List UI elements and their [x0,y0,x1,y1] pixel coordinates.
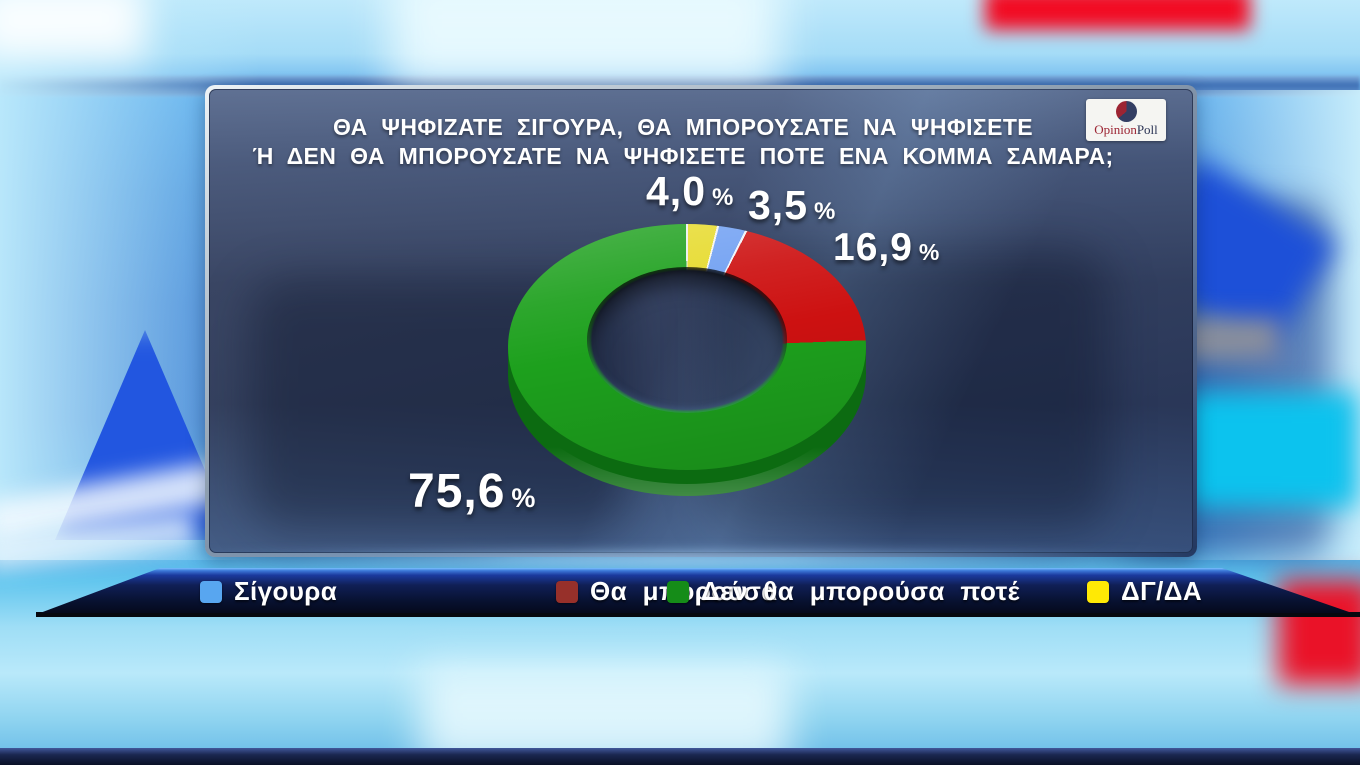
background-white-blob-topcenter [390,0,780,90]
donut-top-face [508,224,866,470]
donut-chart [508,224,866,496]
legend-glow [130,549,1240,571]
legend-swatch-blue [200,580,222,603]
chart-value-label-tha-mporousa: 16,9% [833,226,940,269]
legend-bar-shadow-line [36,612,1360,617]
chart-title-line1: ΘΑ ΨΗΦΙΖΑΤΕ ΣΙΓΟΥΡΑ, ΘΑ ΜΠΟΡΟΥΣΑΤΕ ΝΑ ΨΗ… [332,114,1034,140]
chart-value-label-sigoura: 3,5% [748,182,836,228]
chart-title: ΘΑ ΨΗΦΙΖΑΤΕ ΣΙΓΟΥΡΑ, ΘΑ ΜΠΟΡΟΥΣΑΤΕ ΝΑ ΨΗ… [231,113,1135,171]
legend-item-den-tha-mporousa: Δεν θα μπορούσα ποτέ [667,576,1020,607]
chart-value-label-dgda: 4,0% [646,168,734,214]
opinionpoll-logo-text: OpinionPoll [1094,122,1158,137]
chart-title-line2: Ή ΔΕΝ ΘΑ ΜΠΟΡΟΥΣΑΤΕ ΝΑ ΨΗΦΙΣΕΤΕ ΠΟΤΕ ΕΝΑ… [252,143,1114,169]
background-red-strip-top [985,0,1250,30]
opinionpoll-logo: OpinionPoll [1086,99,1166,141]
legend-item-sigoura: Σίγουρα [200,576,337,607]
legend-bar: Σίγουρα Θα μπορούσα Δεν θα μπορούσα ποτέ… [40,568,1352,613]
legend-item-dgda: ΔΓ/ΔΑ [1087,576,1202,607]
bottom-navy-strip [0,748,1360,765]
opinionpoll-pie-icon [1115,101,1137,122]
legend-swatch-red [556,580,578,603]
legend-swatch-yellow [1087,580,1109,603]
donut-hole-inner-wall [587,267,787,413]
background-cyan-blob-right [1182,392,1357,507]
chart-value-label-den-tha-mporousa: 75,6% [408,465,536,518]
legend-swatch-green [667,580,689,603]
background-white-blob-topleft [0,0,145,60]
